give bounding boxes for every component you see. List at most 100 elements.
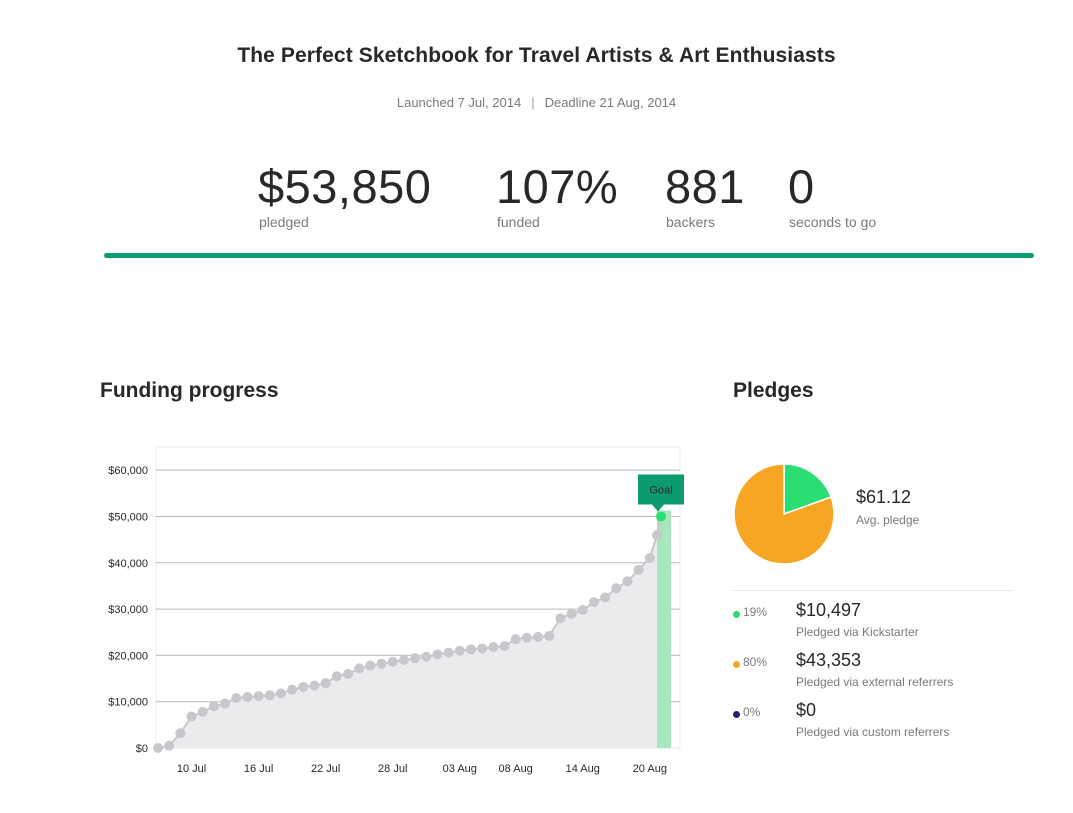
data-point	[309, 680, 320, 691]
data-point	[454, 645, 465, 656]
deadline-date: Deadline 21 Aug, 2014	[544, 95, 677, 110]
funding-progress-title: Funding progress	[100, 379, 279, 402]
data-point	[387, 656, 398, 667]
x-tick-label: 20 Aug	[633, 763, 667, 775]
funding-progress-bar	[104, 253, 1034, 258]
data-point	[376, 658, 387, 669]
pie-slice	[733, 463, 835, 565]
data-point	[343, 668, 354, 679]
avg-pledge-value: $61.12	[856, 487, 912, 507]
data-point	[398, 655, 409, 666]
pledges-title: Pledges	[733, 379, 814, 402]
data-point	[275, 688, 286, 699]
data-point	[555, 613, 566, 624]
data-point	[499, 641, 510, 652]
data-point	[264, 690, 275, 701]
data-point	[331, 671, 342, 682]
goal-marker	[638, 474, 684, 512]
funding-area	[158, 516, 661, 748]
pledge-percent: 19%	[743, 605, 768, 619]
data-point	[544, 630, 555, 641]
pledges-pie-chart	[733, 463, 835, 565]
data-point	[231, 692, 242, 703]
data-point	[652, 529, 662, 540]
data-point	[421, 651, 432, 662]
data-point	[220, 698, 231, 709]
x-tick-label: 22 Jul	[311, 763, 340, 775]
pledge-amount: $10,497	[796, 600, 862, 620]
data-point	[510, 634, 521, 645]
data-point	[186, 711, 197, 722]
data-point	[622, 576, 633, 587]
pledge-source-label: Pledged via custom referrers	[796, 725, 950, 739]
data-point	[153, 743, 163, 753]
data-point	[287, 684, 298, 695]
data-point	[242, 692, 253, 703]
data-point	[208, 701, 219, 712]
data-point	[644, 553, 655, 564]
data-point	[432, 649, 443, 660]
data-point	[488, 642, 499, 653]
project-title: The Perfect Sketchbook for Travel Artist…	[237, 44, 836, 67]
pledges-divider	[733, 590, 1013, 591]
pledge-percent: 80%	[743, 655, 768, 669]
stat-funded: 107% funded	[496, 160, 618, 230]
data-point	[365, 660, 376, 671]
stat-time-value: 0	[788, 160, 815, 213]
y-tick-label: $0	[136, 743, 148, 755]
data-point	[175, 728, 186, 739]
data-point	[197, 706, 208, 717]
date-separator: |	[531, 95, 535, 110]
data-point	[566, 608, 577, 619]
goal-point	[656, 511, 666, 522]
x-tick-label: 28 Jul	[378, 763, 407, 775]
x-tick-label: 03 Aug	[443, 763, 477, 775]
pledge-source-label: Pledged via Kickstarter	[796, 625, 919, 639]
data-point	[611, 583, 622, 594]
y-tick-label: $50,000	[108, 511, 148, 523]
stat-pledged-value: $53,850	[258, 160, 432, 213]
data-point	[477, 643, 488, 654]
x-tick-label: 14 Aug	[566, 763, 600, 775]
y-tick-label: $30,000	[108, 604, 148, 616]
data-point	[298, 681, 309, 692]
stat-pledged: $53,850 pledged	[258, 160, 431, 230]
data-point	[253, 691, 264, 702]
y-tick-label: $10,000	[108, 697, 148, 709]
goal-marker-label: Goal	[649, 484, 672, 496]
y-tick-label: $60,000	[108, 465, 148, 477]
avg-pledge-label: Avg. pledge	[856, 513, 920, 527]
stat-funded-value: 107%	[496, 160, 619, 213]
y-tick-label: $40,000	[108, 558, 148, 570]
data-point	[320, 678, 331, 689]
external-dot-icon	[733, 661, 740, 668]
pledge-amount: $43,353	[796, 650, 862, 670]
launched-date: Launched 7 Jul, 2014	[396, 95, 522, 110]
data-point	[465, 644, 476, 655]
stat-backers: 881 backers	[665, 160, 745, 230]
funding-progress-chart: $0 $10,000 $20,000 $30,000 $40,000 $50,000 $60…	[108, 446, 684, 775]
data-point	[410, 653, 421, 664]
y-tick-label: $20,000	[108, 650, 148, 662]
x-tick-label: 10 Jul	[177, 763, 206, 775]
stat-backers-label: backers	[666, 214, 716, 230]
data-point	[577, 605, 588, 616]
pie-slice	[783, 463, 833, 516]
pledge-amount: $0	[796, 700, 817, 720]
data-point	[164, 740, 175, 751]
custom-dot-icon	[733, 711, 740, 718]
pledge-row-kickstarter: 19% $10,497 Pledged via Kickstarter	[733, 600, 1033, 646]
data-point	[588, 597, 599, 608]
pledge-percent: 0%	[743, 705, 761, 719]
project-dates: Launched 7 Jul, 2014 | Deadline 21 Aug, 20…	[0, 95, 1073, 110]
data-point	[600, 592, 611, 603]
pledge-row-external: 80% $43,353 Pledged via external referre…	[733, 650, 1033, 696]
stat-funded-label: funded	[497, 214, 540, 230]
data-point	[354, 663, 365, 674]
stat-time-remaining: 0 seconds to go	[788, 160, 876, 230]
stat-pledged-label: pledged	[259, 214, 309, 230]
pledge-source-label: Pledged via external referrers	[796, 675, 954, 689]
pledge-row-custom: 0% $0 Pledged via custom referrers	[733, 700, 1033, 746]
kickstarter-dot-icon	[733, 611, 740, 618]
data-point	[521, 632, 532, 643]
